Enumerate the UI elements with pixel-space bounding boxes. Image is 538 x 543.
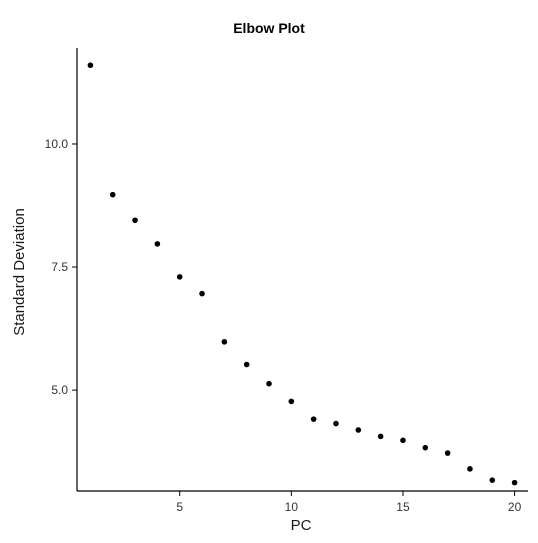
y-tick-label: 7.5 [51, 260, 68, 274]
data-point [288, 398, 295, 405]
data-point [199, 290, 205, 297]
x-tick-label: 15 [396, 500, 410, 514]
data-point [489, 477, 496, 483]
data-point [422, 444, 429, 451]
data-point [467, 466, 473, 472]
axes [76, 48, 528, 492]
x-tick-label: 20 [508, 500, 522, 514]
data-point [400, 437, 406, 444]
data-point [310, 416, 317, 422]
data-point [154, 241, 161, 247]
data-point [444, 450, 451, 456]
chart-title: Elbow Plot [233, 20, 305, 36]
data-point [355, 427, 362, 433]
data-point [243, 361, 250, 368]
data-point [333, 420, 339, 427]
x-axis-label: PC [291, 517, 312, 534]
data-point [266, 380, 272, 387]
y-ticks: 5.0 7.5 10.0 [45, 137, 77, 397]
data-point [176, 274, 183, 280]
y-axis-label: Standard Deviation [11, 208, 28, 336]
data-point [109, 191, 116, 198]
data-point [87, 62, 94, 69]
x-tick-label: 10 [285, 500, 299, 514]
y-tick-label: 5.0 [51, 383, 68, 397]
data-point [132, 217, 138, 224]
data-point [221, 339, 228, 345]
y-tick-label: 10.0 [45, 137, 69, 151]
x-ticks: 5 10 15 20 [176, 491, 522, 514]
data-point [511, 479, 518, 486]
data-points [87, 62, 518, 486]
data-point [377, 433, 384, 440]
x-tick-label: 5 [176, 500, 183, 514]
